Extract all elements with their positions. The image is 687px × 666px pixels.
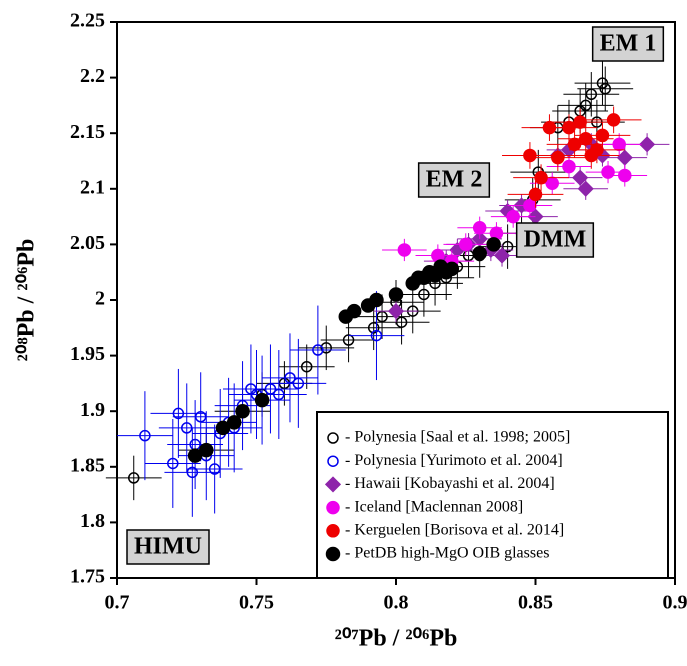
marker xyxy=(348,305,361,318)
y-tick-label: 2.2 xyxy=(80,65,105,87)
legend: - Polynesia [Saal et al. 1998; 2005] - Po… xyxy=(317,412,668,578)
marker xyxy=(398,244,410,256)
y-tick-label: 2.25 xyxy=(70,10,105,32)
legend-text: - PetDB high-MgO OIB glasses xyxy=(345,545,549,562)
legend-text: - Hawaii [Kobayashi et al. 2004] xyxy=(345,475,555,492)
marker xyxy=(327,525,339,537)
annotation: DMM xyxy=(524,227,587,253)
marker xyxy=(602,166,614,178)
x-tick-label: 0.9 xyxy=(663,592,687,614)
marker xyxy=(613,138,625,150)
marker xyxy=(200,444,213,457)
marker xyxy=(619,169,631,181)
legend-text: - Polynesia [Saal et al. 1998; 2005] xyxy=(345,429,570,446)
annotation: EM 1 xyxy=(600,31,657,57)
marker xyxy=(530,188,542,200)
marker xyxy=(390,288,403,301)
marker xyxy=(591,144,603,156)
marker xyxy=(574,116,586,128)
marker xyxy=(327,502,339,514)
marker xyxy=(580,133,592,145)
marker xyxy=(618,151,632,165)
legend-text: - Polynesia [Yurimoto et al. 2004] xyxy=(345,452,563,469)
y-tick-label: 1.95 xyxy=(70,343,105,365)
legend-text: - Iceland [Maclennan 2008] xyxy=(345,498,523,515)
y-axis-label: ²⁰⁸Pb / ²⁰⁶Pb xyxy=(14,239,40,362)
annotation: EM 2 xyxy=(426,167,483,193)
x-tick-label: 0.8 xyxy=(384,592,409,614)
marker xyxy=(236,405,249,418)
x-axis-label: ²⁰⁷Pb / ²⁰⁶Pb xyxy=(335,626,458,652)
y-tick-label: 2.15 xyxy=(70,121,105,143)
marker xyxy=(507,211,519,223)
marker xyxy=(228,416,241,429)
y-tick-label: 2 xyxy=(95,288,105,310)
x-tick-label: 0.85 xyxy=(518,592,553,614)
x-tick-label: 0.7 xyxy=(105,592,130,614)
marker xyxy=(327,548,340,561)
y-tick-label: 1.85 xyxy=(70,454,105,476)
marker xyxy=(596,129,608,141)
y-tick-label: 2.1 xyxy=(80,176,105,198)
y-tick-label: 1.8 xyxy=(80,510,105,532)
marker xyxy=(524,199,536,211)
marker xyxy=(524,149,536,161)
y-tick-label: 2.05 xyxy=(70,232,105,254)
marker xyxy=(474,222,486,234)
marker xyxy=(445,262,458,275)
marker xyxy=(389,304,403,318)
marker xyxy=(460,238,472,250)
marker xyxy=(640,137,654,151)
marker xyxy=(563,122,575,134)
annotation: HIMU xyxy=(134,534,202,560)
marker xyxy=(535,172,547,184)
marker xyxy=(608,114,620,126)
marker xyxy=(256,394,269,407)
y-tick-label: 1.9 xyxy=(80,399,105,421)
marker xyxy=(543,122,555,134)
marker xyxy=(487,238,500,251)
y-tick-label: 1.75 xyxy=(70,566,105,588)
legend-text: - Kerguelen [Borisova et al. 2014] xyxy=(345,521,564,538)
marker xyxy=(546,177,558,189)
marker xyxy=(473,247,486,260)
marker xyxy=(569,138,581,150)
x-tick-label: 0.75 xyxy=(239,592,274,614)
marker xyxy=(563,161,575,173)
marker xyxy=(370,294,383,307)
marker xyxy=(552,152,564,164)
